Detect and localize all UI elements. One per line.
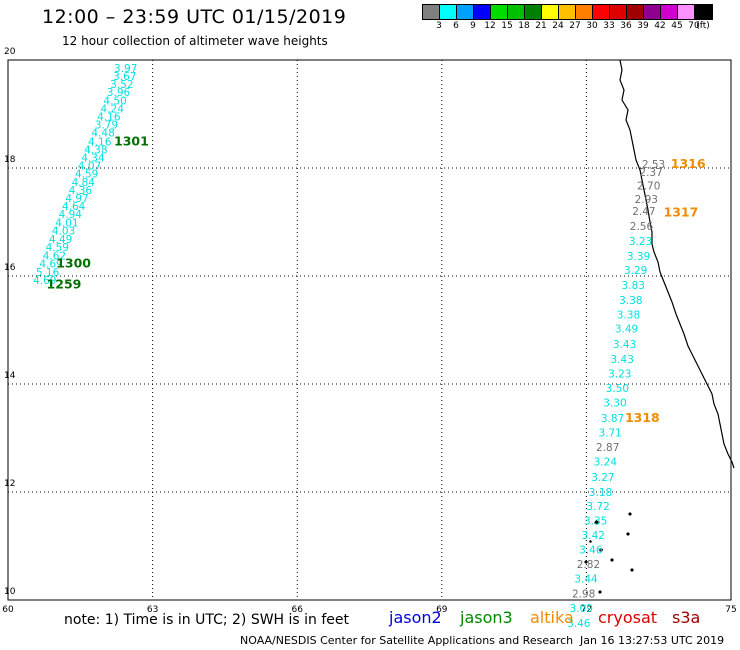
island-8 — [630, 568, 634, 572]
y-tick-label: 16 — [4, 263, 16, 273]
wave-height-value: 3.87 — [601, 413, 624, 425]
wave-height-value: 3.38 — [617, 310, 640, 322]
wave-height-value: 3.44 — [574, 574, 598, 586]
island-4 — [610, 558, 614, 562]
x-tick-label: 60 — [2, 605, 14, 615]
wave-height-value: 3.83 — [622, 280, 645, 292]
credit-text: NOAA/NESDIS Center for Satellite Applica… — [240, 634, 573, 647]
pass-number-label: 1301 — [114, 133, 149, 148]
satellite-cryosat: cryosat — [598, 608, 657, 627]
wave-height-value: 3.43 — [613, 339, 636, 351]
wave-height-value: 3.23 — [608, 369, 631, 381]
wave-height-value: 3.29 — [624, 265, 647, 277]
wave-height-value: 3.30 — [603, 398, 626, 410]
satellite-altika: altika — [530, 608, 574, 627]
pass-number-label: 1318 — [625, 410, 660, 425]
wave-height-value: 2.37 — [639, 167, 662, 179]
coastline — [584, 60, 734, 594]
wave-height-value: 2.93 — [635, 194, 658, 206]
wave-height-value: 3.43 — [611, 354, 634, 366]
wave-height-value: 2.87 — [596, 442, 619, 454]
footer-note: note: 1) Time is in UTC; 2) SWH is in fe… — [64, 612, 349, 628]
pass-number-label: 1316 — [671, 156, 706, 171]
wave-height-value: 3.49 — [615, 324, 638, 336]
y-tick-label: 18 — [4, 155, 16, 165]
wave-height-value: 2.82 — [577, 559, 600, 571]
wave-height-value: 3.35 — [584, 515, 607, 527]
satellite-jason2: jason2 — [389, 608, 442, 627]
wave-height-value: 3.27 — [591, 472, 614, 484]
y-tick-label: 10 — [4, 587, 16, 597]
wave-height-value: 2.70 — [637, 181, 660, 193]
wave-height-value: 3.18 — [589, 487, 612, 499]
x-tick-label: 75 — [725, 605, 736, 615]
generation-timestamp: Jan 16 13:27:53 UTC 2019 — [580, 634, 724, 647]
island-9 — [598, 590, 602, 594]
island-6 — [628, 512, 632, 516]
wave-height-value: 2.56 — [630, 221, 654, 233]
y-tick-label: 20 — [4, 47, 16, 57]
wave-height-value: 2.47 — [632, 206, 655, 218]
pass-number-label: 1300 — [56, 255, 91, 270]
pass-number-label: 1259 — [47, 276, 82, 291]
wave-height-value: 3.46 — [579, 545, 603, 557]
wave-height-value: 2.98 — [572, 588, 595, 600]
pass-number-label: 1317 — [664, 205, 699, 220]
track-pass-labels: 1301 1300 1259 1316 1317 1318 — [47, 133, 706, 424]
wave-height-value: 3.23 — [629, 236, 652, 248]
wave-height-value: 3.71 — [598, 427, 621, 439]
y-tick-label: 12 — [4, 479, 15, 489]
wave-height-value: 3.72 — [586, 501, 609, 513]
island-7 — [626, 532, 630, 536]
wave-height-value: 3.39 — [627, 251, 650, 263]
y-tick-label: 14 — [4, 371, 16, 381]
satellite-s3a: s3a — [672, 608, 700, 627]
wave-height-value: 3.42 — [582, 530, 605, 542]
wave-height-value: 3.24 — [594, 457, 618, 469]
satellite-jason3: jason3 — [460, 608, 513, 627]
wave-height-value: 3.50 — [606, 383, 629, 395]
wave-height-value: 3.38 — [619, 295, 642, 307]
